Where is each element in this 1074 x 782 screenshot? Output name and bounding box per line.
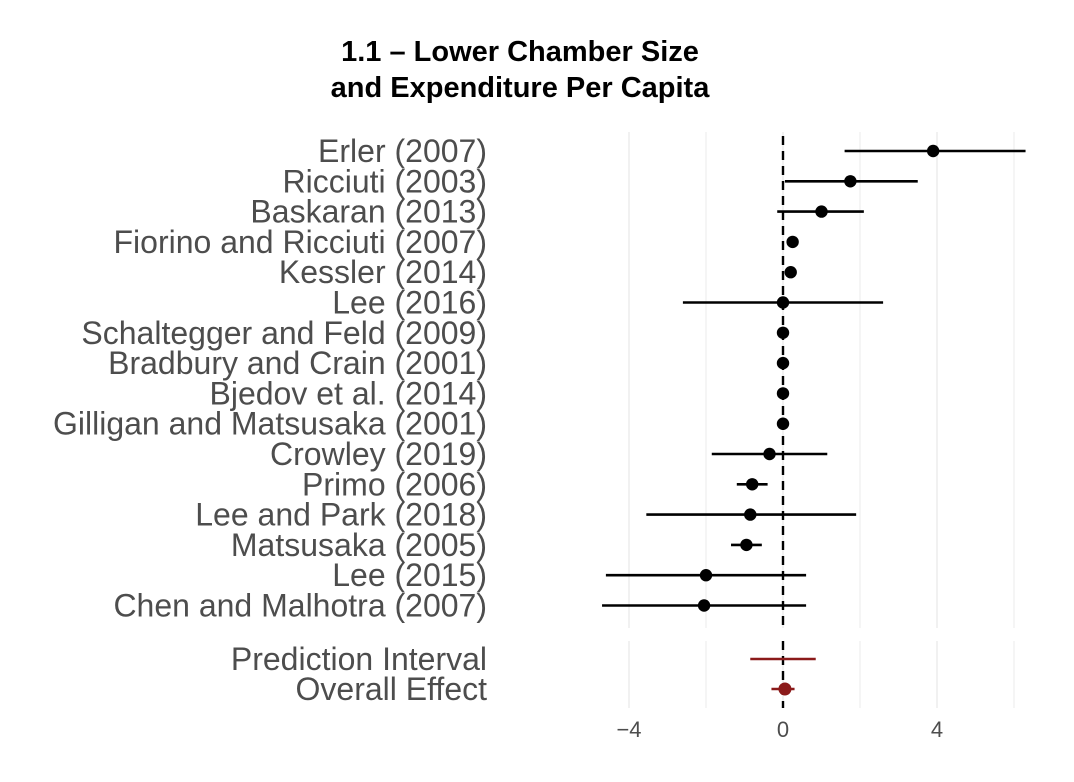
study-label: Erler (2007) — [318, 133, 487, 169]
point-estimate — [699, 569, 713, 582]
study-label: Baskaran (2013) — [250, 194, 487, 230]
chart-title-line-1: 1.1 – Lower Chamber Size — [341, 36, 699, 68]
x-axis-ticks: −4 0 4 — [616, 717, 943, 742]
overall-effect-point — [778, 682, 792, 696]
study-marks — [602, 144, 1026, 612]
summary-label: Overall Effect — [296, 671, 488, 707]
point-estimate — [776, 326, 790, 339]
study-label: Crowley (2019) — [270, 436, 487, 472]
point-estimate — [776, 387, 790, 400]
point-estimate — [815, 205, 828, 218]
study-label: Ricciuti (2003) — [282, 163, 487, 199]
x-tick-label: 0 — [777, 717, 789, 742]
point-estimate — [926, 144, 940, 158]
point-estimate — [776, 296, 790, 309]
study-label: Schaltegger and Feld (2009) — [81, 315, 487, 351]
study-label: Chen and Malhotra (2007) — [113, 588, 487, 624]
point-estimate — [763, 447, 776, 461]
point-estimate — [744, 508, 757, 521]
study-label: Primo (2006) — [302, 466, 487, 502]
study-label: Bjedov et al. (2014) — [210, 375, 488, 411]
study-label: Bradbury and Crain (2001) — [108, 345, 487, 381]
study-label: Gilligan and Matsusaka (2001) — [53, 406, 487, 442]
point-estimate — [740, 538, 753, 552]
point-estimate — [776, 356, 790, 370]
point-estimate — [844, 175, 857, 188]
point-estimate — [784, 266, 797, 279]
summary-marks — [750, 657, 816, 696]
study-label: Lee (2016) — [332, 285, 487, 321]
chart-title-line-2: and Expenditure Per Capita — [330, 72, 710, 104]
study-label: Lee and Park (2018) — [195, 497, 487, 533]
point-estimate — [746, 478, 759, 491]
study-label: Matsusaka (2005) — [231, 527, 487, 563]
chart-title: 1.1 – Lower Chamber Size and Expenditure… — [0, 34, 1040, 106]
x-tick-label: 4 — [931, 717, 943, 742]
point-estimate — [786, 235, 799, 249]
point-estimate — [776, 417, 790, 430]
grid-lines — [628, 132, 1015, 708]
summary-label: Prediction Interval — [231, 641, 487, 677]
study-label: Lee (2015) — [332, 557, 487, 593]
study-label: Fiorino and Ricciuti (2007) — [114, 224, 488, 260]
row-labels: Erler (2007)Ricciuti (2003)Baskaran (201… — [53, 133, 487, 707]
x-tick-label: −4 — [616, 717, 641, 742]
study-label: Kessler (2014) — [279, 254, 487, 290]
point-estimate — [697, 599, 711, 612]
